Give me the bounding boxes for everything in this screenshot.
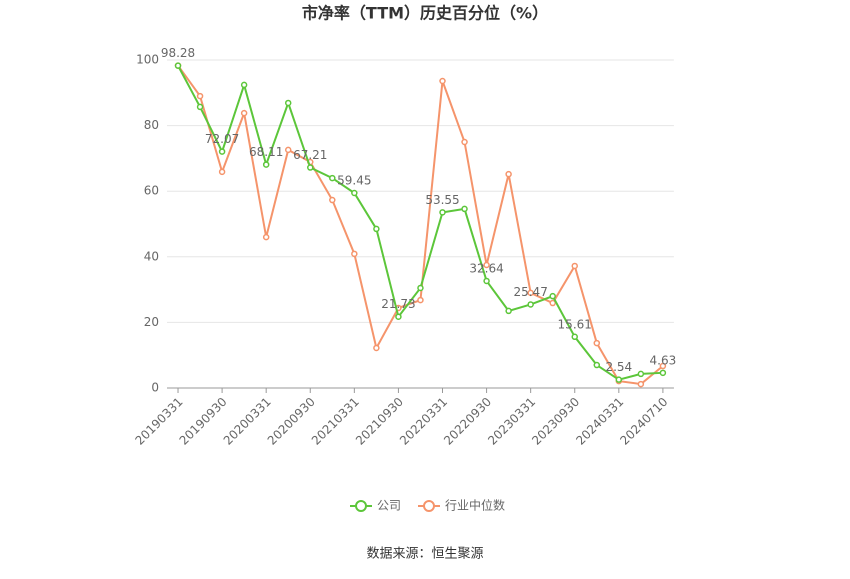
point <box>637 380 645 388</box>
data-label: 53.55 <box>425 193 459 207</box>
point <box>329 174 336 182</box>
data-label: 25.47 <box>513 285 547 299</box>
point <box>417 296 424 304</box>
data-label: 67.21 <box>293 148 327 162</box>
chart-title: 市净率（TTM）历史百分位（%） <box>302 4 548 23</box>
point <box>395 313 402 320</box>
point <box>240 109 248 117</box>
series-line <box>177 64 664 386</box>
y-tick-label: 80 <box>144 118 159 132</box>
point <box>329 196 336 204</box>
y-tick-label: 20 <box>144 315 159 329</box>
point <box>505 170 512 178</box>
point <box>218 168 226 176</box>
point <box>218 148 226 155</box>
point <box>593 339 601 347</box>
data-label: 68.11 <box>249 145 283 159</box>
point <box>527 289 534 297</box>
point <box>571 333 578 341</box>
data-label: 32.64 <box>469 261 503 275</box>
point <box>483 277 490 285</box>
data-label: 21.73 <box>381 297 415 311</box>
point <box>637 370 645 378</box>
x-tick-label: 20240710 <box>617 395 670 448</box>
data-label: 2.54 <box>605 360 632 374</box>
y-tick-label: 60 <box>144 184 159 198</box>
data-label: 4.63 <box>650 353 677 367</box>
point <box>439 77 446 85</box>
source: 数据来源：恒生聚源 <box>366 547 483 562</box>
y-tick-label: 40 <box>144 249 159 263</box>
data-label: 59.45 <box>337 174 371 188</box>
point <box>373 344 380 352</box>
data-label: 15.61 <box>558 317 592 331</box>
legend-label: 公司 <box>377 499 401 513</box>
series-line <box>177 65 663 381</box>
point <box>373 225 380 233</box>
point <box>307 164 314 171</box>
y-tick-label: 0 <box>151 381 159 395</box>
point <box>549 299 556 307</box>
point <box>593 361 601 369</box>
point <box>439 209 446 216</box>
data-label: 72.07 <box>205 132 239 146</box>
point <box>174 62 182 69</box>
point <box>461 205 468 213</box>
point <box>196 92 204 100</box>
point <box>615 376 623 383</box>
point <box>659 369 667 377</box>
point <box>505 307 512 315</box>
point <box>461 138 468 146</box>
legend-marker <box>355 500 367 512</box>
point <box>262 161 270 168</box>
point <box>549 292 556 300</box>
point <box>284 146 292 154</box>
legend-marker <box>423 500 435 512</box>
point <box>196 103 204 111</box>
point <box>240 81 248 89</box>
data-label: 98.28 <box>161 46 195 60</box>
point <box>284 99 292 107</box>
point <box>571 262 578 270</box>
point <box>527 301 534 308</box>
point <box>659 362 667 370</box>
y-tick-label: 100 <box>136 53 159 67</box>
legend-label: 行业中位数 <box>445 498 505 513</box>
point <box>483 261 490 269</box>
point <box>417 284 424 292</box>
point <box>351 189 358 197</box>
point <box>262 233 270 241</box>
point <box>351 250 358 258</box>
